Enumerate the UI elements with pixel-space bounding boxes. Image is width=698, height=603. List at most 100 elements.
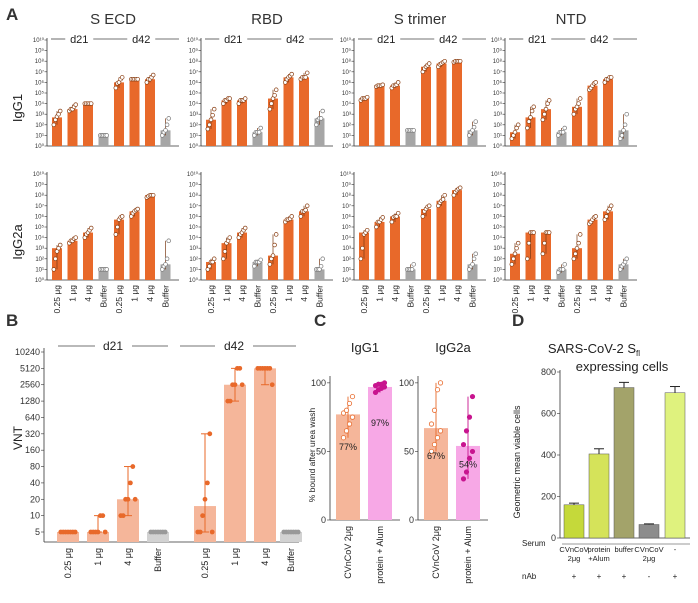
a-igg2a-ntd-y-tick-label: 10⁰ <box>493 277 503 284</box>
a-igg1-rbd-point-0-1 <box>207 122 212 128</box>
a-igg1-rbd-point-7-4 <box>320 108 325 114</box>
a-igg2a-rbd-y-tick-label: 10⁹ <box>189 182 199 189</box>
a-igg1-s-ecd-y-tick-label: 10⁶ <box>35 79 45 86</box>
panel-d-title-line2: expressing cells <box>576 359 669 374</box>
a-igg2a-s-ecd-point-7-4 <box>166 238 171 244</box>
a-igg1-s-ecd-title: S ECD <box>90 11 136 28</box>
c-igg1-point-1-7 <box>381 380 388 386</box>
c-igg2a-point-1-3 <box>469 448 476 455</box>
panel-d-label: D <box>512 311 524 330</box>
a-igg2a-s-trimer-category-4: 0.25 μg <box>421 285 431 314</box>
c-igg2a-point-0-5 <box>431 407 438 413</box>
a-igg2a-s-ecd-y-tick-label: 10⁶ <box>35 213 45 220</box>
a-igg2a-rbd-category-2: 4 μg <box>237 285 247 302</box>
c-igg2a-point-0-1 <box>431 441 438 448</box>
a-igg2a-s-ecd-point-6-4 <box>150 192 156 198</box>
a-igg2a-rbd-category-6: 4 μg <box>299 285 309 302</box>
a-igg1-s-trimer-y-tick-label: 10⁹ <box>342 48 352 55</box>
b-point-6-6 <box>269 382 275 388</box>
c-igg2a-point-0-4 <box>428 421 435 427</box>
a-igg2a-rbd-point-6-0 <box>298 214 304 219</box>
a-igg1-ntd-point-5-4 <box>593 80 598 85</box>
a-igg1-s-trimer-point-1-4 <box>380 82 385 88</box>
c-igg2a-point-0-7 <box>437 380 444 386</box>
a-igg1-s-trimer-y-tick-label: 10³ <box>342 112 351 118</box>
a-igg2a-ntd-point-4-3 <box>576 240 581 246</box>
b-y-tick-label: 640 <box>25 412 40 422</box>
a-igg2a-ntd-point-3-4 <box>562 262 567 267</box>
a-igg1-rbd-point-0-3 <box>210 112 215 118</box>
a-igg2a-s-trimer-y-tick-label: 10² <box>342 257 351 263</box>
a-igg1-rbd-point-3-4 <box>258 125 263 131</box>
b-point-4-3 <box>202 496 208 502</box>
a-igg2a-ntd-point-2-0 <box>540 251 546 256</box>
a-igg1-ntd-group-d21: d21 <box>528 34 546 46</box>
a-igg2a-s-trimer-point-6-4 <box>457 185 463 191</box>
c-igg1-category-1: protein + Alum <box>375 526 385 584</box>
d-nab-label-1: + <box>597 572 602 581</box>
a-igg2a-rbd-bar-0 <box>206 261 216 280</box>
b-category-3: Buffer <box>153 548 163 572</box>
a-igg1-ntd-y-tick-label: 10⁸ <box>493 58 503 65</box>
a-igg2a-s-trimer-bar-2 <box>390 216 400 280</box>
a-igg1-s-trimer-bar-3 <box>405 130 416 146</box>
a-igg1-ntd-bar-2 <box>541 109 551 146</box>
a-igg1-rbd-point-0-0 <box>205 126 211 132</box>
d-bar-1 <box>588 453 610 539</box>
d-serum-label-3-line1: CVnCoV <box>634 545 663 554</box>
a-igg2a-s-trimer-point-3-3 <box>409 267 415 272</box>
a-igg2a-ntd-category-1: 1 μg <box>526 285 536 302</box>
a-igg2a-rbd-y-tick-label: 10⁸ <box>189 192 199 199</box>
a-igg1-rbd-point-0-2 <box>208 117 214 122</box>
a-igg2a-s-trimer-point-3-4 <box>411 262 416 267</box>
a-igg1-ntd-group-d42: d42 <box>590 34 608 46</box>
b-point-1-3 <box>95 529 101 535</box>
a-igg2a-rbd-category-7: Buffer <box>315 285 325 308</box>
a-igg1-s-ecd-point-7-2 <box>163 128 168 133</box>
a-igg1-rbd-y-tick-label: 10⁷ <box>189 69 198 76</box>
a-igg1-rbd-bar-7 <box>314 118 325 146</box>
a-igg2a-s-ecd-point-7-3 <box>164 256 170 262</box>
c-igg1-point-0-6 <box>346 400 353 407</box>
a-igg1-rbd-bar-0 <box>206 119 216 146</box>
a-igg2a-ntd-y-tick-label: 10⁶ <box>493 213 503 220</box>
panel-c-label: C <box>314 311 326 330</box>
a-igg1-s-trimer-bar-2 <box>390 85 400 146</box>
a-igg2a-s-ecd-y-tick-label: 10² <box>35 257 44 263</box>
a-igg1-s-ecd-bar-5 <box>129 79 140 146</box>
a-igg1-ntd-y-tick-label: 10³ <box>493 112 502 118</box>
b-y-tick-label: 10240 <box>15 347 40 357</box>
c-igg1-y-tick-label: 100 <box>311 378 326 388</box>
a-igg1-s-trimer-y-tick-label: 10¹⁰ <box>340 37 352 44</box>
a-igg1-ntd-point-1-1 <box>526 119 532 124</box>
c-igg2a-title: IgG2a <box>435 340 471 355</box>
a-igg1-s-ecd-bar-6 <box>145 79 155 146</box>
a-igg2a-rbd-point-6-3 <box>303 207 308 213</box>
a-igg2a-s-ecd-y-tick-label: 10³ <box>35 246 44 252</box>
a-igg2a-ntd-category-2: 4 μg <box>541 285 551 302</box>
b-point-2-1 <box>120 513 126 519</box>
c-igg1-point-0-1 <box>343 428 350 434</box>
a-igg2a-rbd-point-1-4 <box>227 235 232 240</box>
c-igg2a-point-1-4 <box>460 441 467 448</box>
b-category-2: 4 μg <box>123 548 133 566</box>
a-igg1-rbd-group-d21: d21 <box>224 34 242 46</box>
b-bar-1 <box>87 532 109 542</box>
a-igg1-s-ecd-point-0-0 <box>51 122 57 128</box>
a-igg2a-ntd-point-3-3 <box>560 267 566 272</box>
a-igg1-ntd-point-3-4 <box>562 125 567 131</box>
b-point-0-6 <box>72 529 78 535</box>
a-igg2a-rbd-bar-2 <box>237 232 247 280</box>
a-igg1-ntd-point-3-3 <box>560 129 566 135</box>
a-igg2a-ntd-category-4: 0.25 μg <box>572 285 582 314</box>
b-point-4-5 <box>207 431 213 437</box>
b-bar-3 <box>147 532 169 542</box>
b-category-4: 0.25 μg <box>200 548 210 578</box>
d-y-tick-label: 0 <box>551 533 556 543</box>
a-igg1-ntd-point-1-2 <box>528 115 533 120</box>
a-igg1-rbd-title: RBD <box>251 11 283 28</box>
a-igg2a-s-trimer-point-7-4 <box>473 251 478 256</box>
a-igg2a-s-trimer-point-2-0 <box>389 219 395 225</box>
a-igg1-rbd-point-1-4 <box>227 96 232 101</box>
